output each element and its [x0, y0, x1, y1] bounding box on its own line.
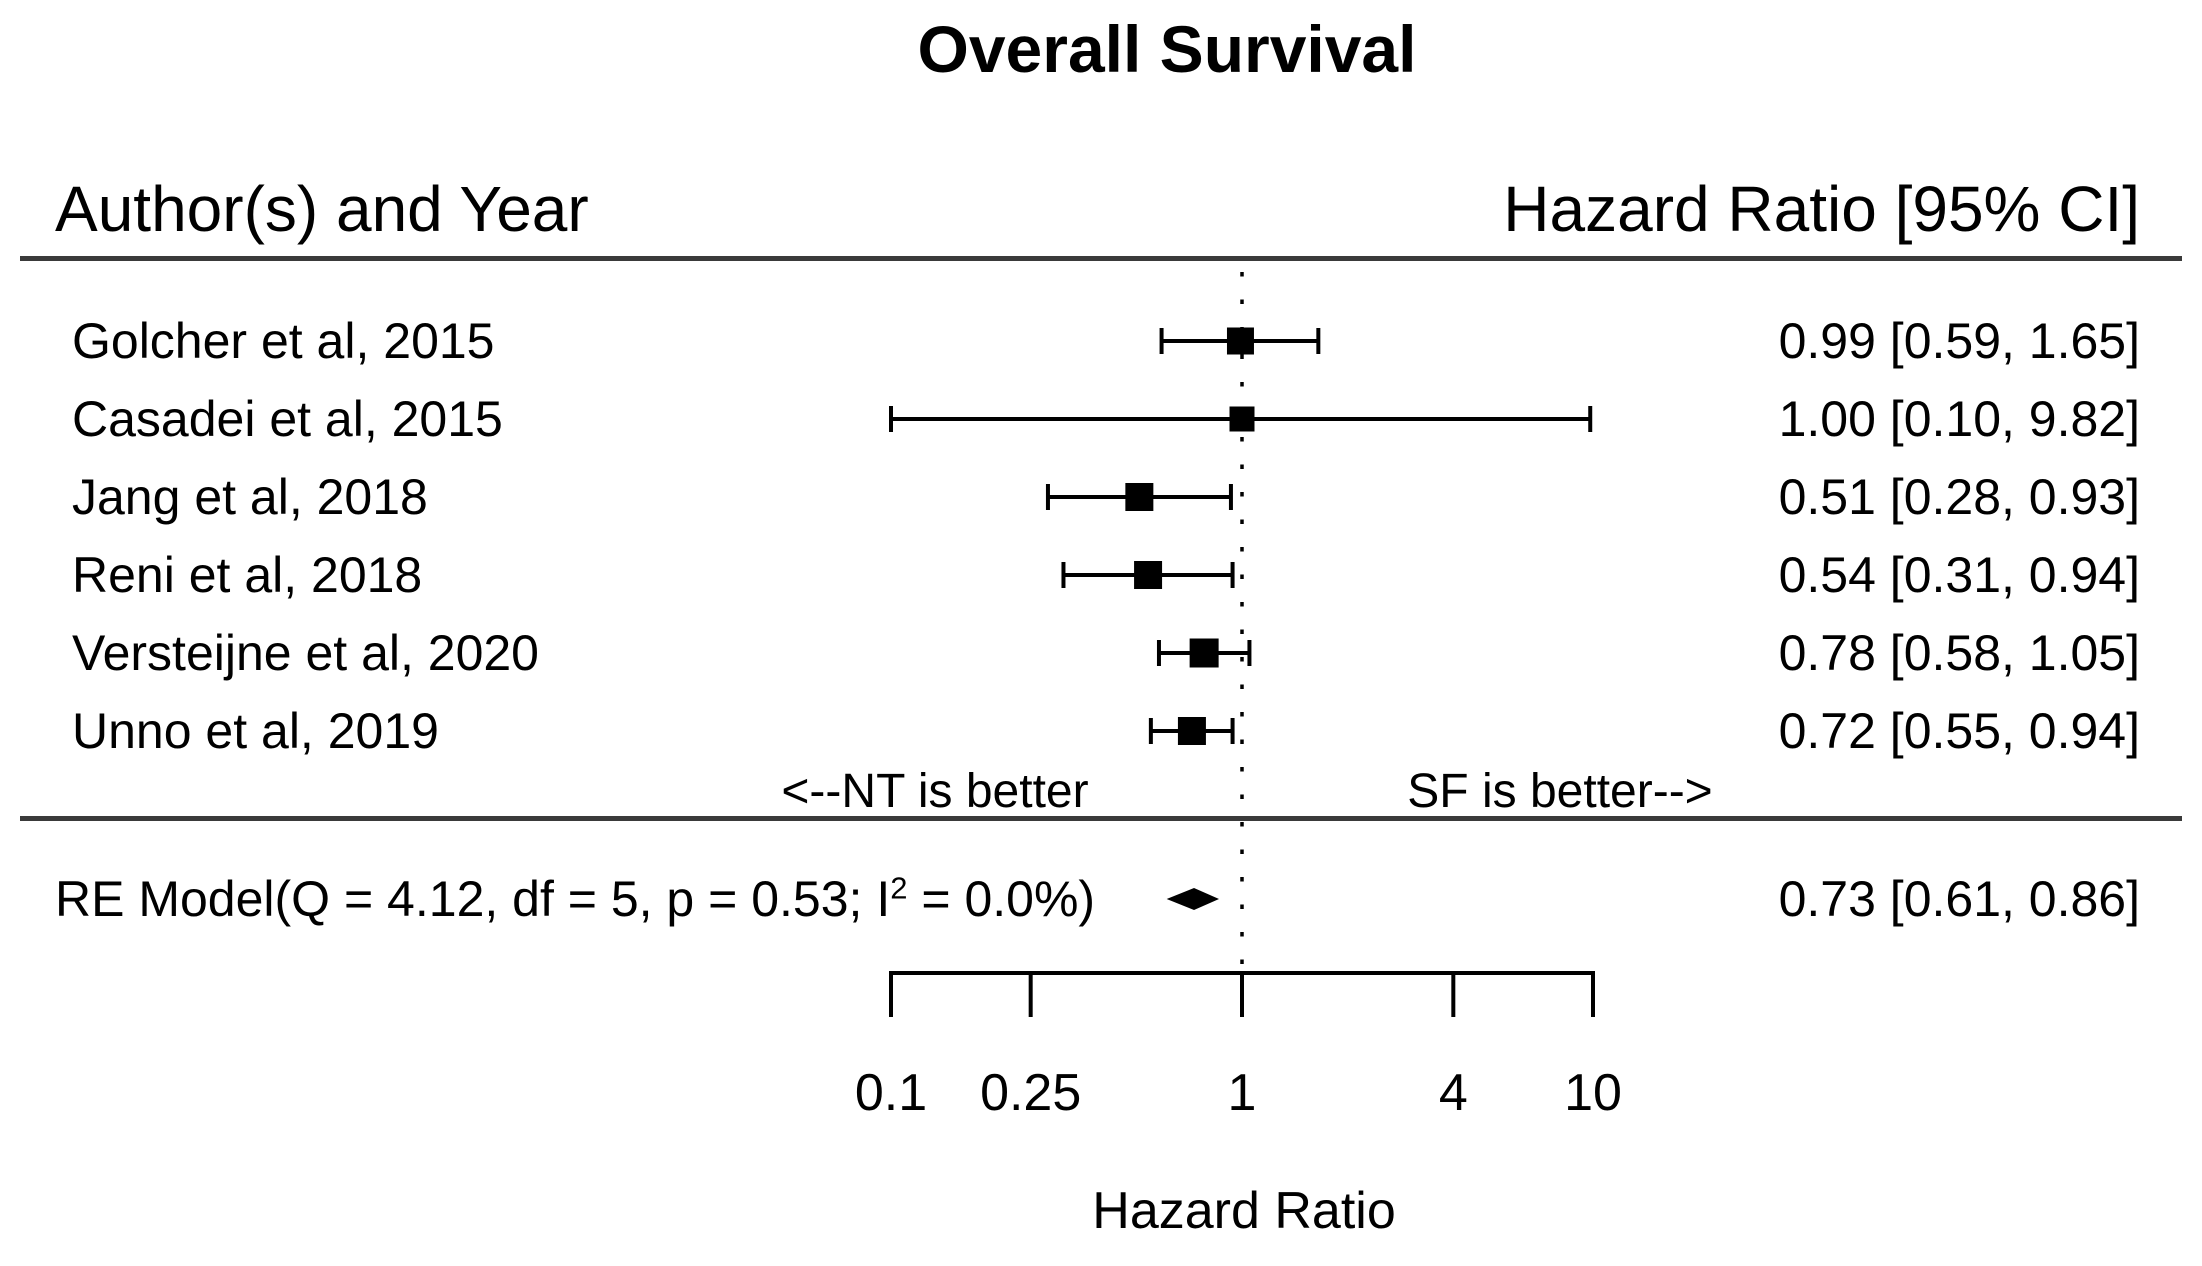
summary-diamond	[1166, 888, 1220, 910]
study-label: Casadei et al, 2015	[72, 391, 503, 447]
x-axis-tick-label: 1	[1227, 1064, 1257, 1122]
study-label: Unno et al, 2019	[72, 703, 439, 759]
study-label: Versteijne et al, 2020	[72, 625, 539, 681]
plot-title: Overall Survival	[917, 12, 1417, 86]
x-axis-tick-label: 10	[1564, 1064, 1622, 1122]
re-model-label-pre: RE Model(Q = 4.12, df = 5, p = 0.53; I	[55, 871, 891, 927]
study-ci-value: 0.51 [0.28, 0.93]	[1778, 469, 2140, 525]
study-label: Jang et al, 2018	[72, 469, 428, 525]
study-ci-value: 0.78 [0.58, 1.05]	[1778, 625, 2140, 681]
study-marker	[1177, 717, 1206, 745]
re-model-ci: 0.73 [0.61, 0.86]	[1778, 871, 2140, 927]
summary-divider	[20, 816, 2182, 821]
study-marker	[1229, 406, 1255, 432]
study-marker	[1226, 327, 1254, 355]
re-model-label-post: = 0.0%)	[907, 871, 1096, 927]
study-ci-value: 0.99 [0.59, 1.65]	[1778, 313, 2140, 369]
re-model-label: RE Model(Q = 4.12, df = 5, p = 0.53; I2 …	[55, 872, 1095, 926]
sf-better-label: SF is better-->	[1407, 765, 1713, 818]
column-header-hazard-ratio: Hazard Ratio [95% CI]	[1503, 173, 2140, 245]
header-divider	[20, 256, 2182, 261]
study-ci-value: 0.72 [0.55, 0.94]	[1778, 703, 2140, 759]
study-ci-value: 1.00 [0.10, 9.82]	[1778, 391, 2140, 447]
re-model-label-sup: 2	[890, 870, 908, 906]
nt-better-label: <--NT is better	[781, 765, 1089, 818]
column-header-authors: Author(s) and Year	[55, 173, 589, 245]
study-marker	[1125, 483, 1154, 511]
x-axis-tick-label: 4	[1438, 1064, 1468, 1122]
study-label: Golcher et al, 2015	[72, 313, 495, 369]
x-axis-title: Hazard Ratio	[1092, 1182, 1396, 1240]
x-axis-tick-label: 0.1	[854, 1064, 928, 1122]
x-axis-tick-label: 0.25	[980, 1064, 1082, 1122]
study-marker	[1189, 638, 1219, 668]
study-label: Reni et al, 2018	[72, 547, 423, 603]
study-ci-value: 0.54 [0.31, 0.94]	[1778, 547, 2140, 603]
study-marker	[1134, 561, 1163, 589]
